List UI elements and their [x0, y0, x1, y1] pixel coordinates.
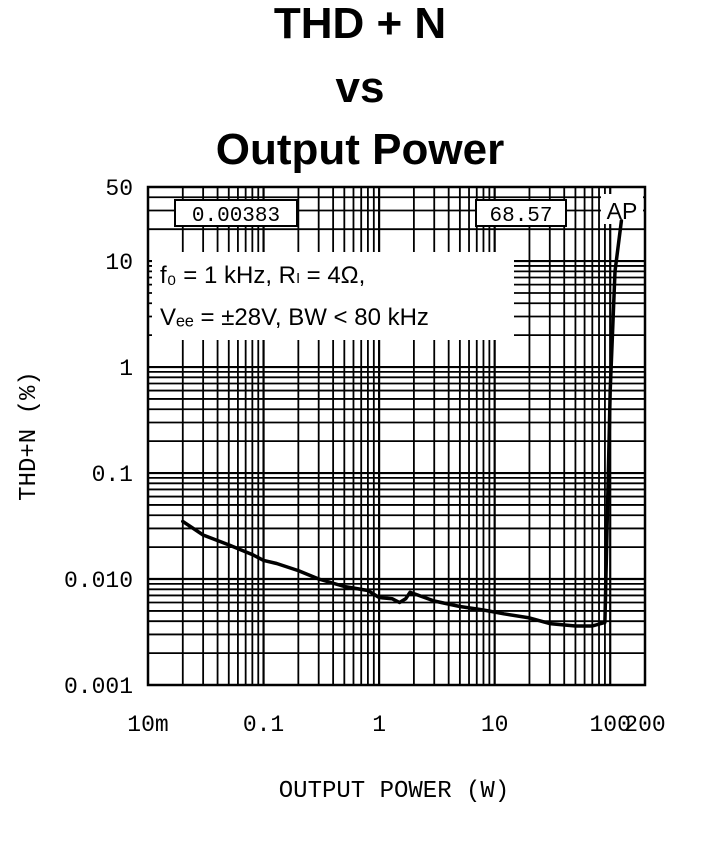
- x-tick-label: 0.1: [243, 712, 284, 738]
- y-tick-label: 50: [105, 176, 133, 202]
- y-tick-label: 10: [105, 250, 133, 276]
- chart-title-line2: vs: [335, 63, 385, 112]
- plot-frame: [146, 185, 647, 687]
- y-tick-label: 0.010: [64, 568, 133, 594]
- y-axis-label: THD+N (%): [16, 371, 43, 501]
- y-tick-label: 0.1: [92, 462, 133, 488]
- max-power-value: 68.57: [489, 205, 552, 228]
- chart-title-line1: THD + N: [273, 0, 447, 48]
- conditions-line2: Vₑₑ = ±28V, BW < 80 kHz: [160, 304, 429, 331]
- conditions-box: [152, 252, 514, 340]
- conditions-line1: f₀ = 1 kHz, Rₗ = 4Ω,: [160, 262, 365, 289]
- min-thd-value: 0.00383: [192, 205, 280, 228]
- y-tick-label: 0.001: [64, 674, 133, 700]
- y-tick-label: 1: [119, 356, 133, 382]
- x-tick-label: 10m: [127, 712, 168, 738]
- x-axis-label: OUTPUT POWER (W): [279, 778, 509, 805]
- chart-title-line3: Output Power: [215, 125, 505, 174]
- thd-series-line: [181, 219, 624, 628]
- x-tick-label: 200: [624, 712, 665, 738]
- x-tick-label: 100: [590, 712, 631, 738]
- ap-logo-bg: [601, 194, 643, 224]
- min-thd-box: [174, 199, 298, 227]
- x-tick-label: 1: [372, 712, 386, 738]
- x-tick-label: 10: [481, 712, 509, 738]
- max-power-box: [475, 199, 567, 227]
